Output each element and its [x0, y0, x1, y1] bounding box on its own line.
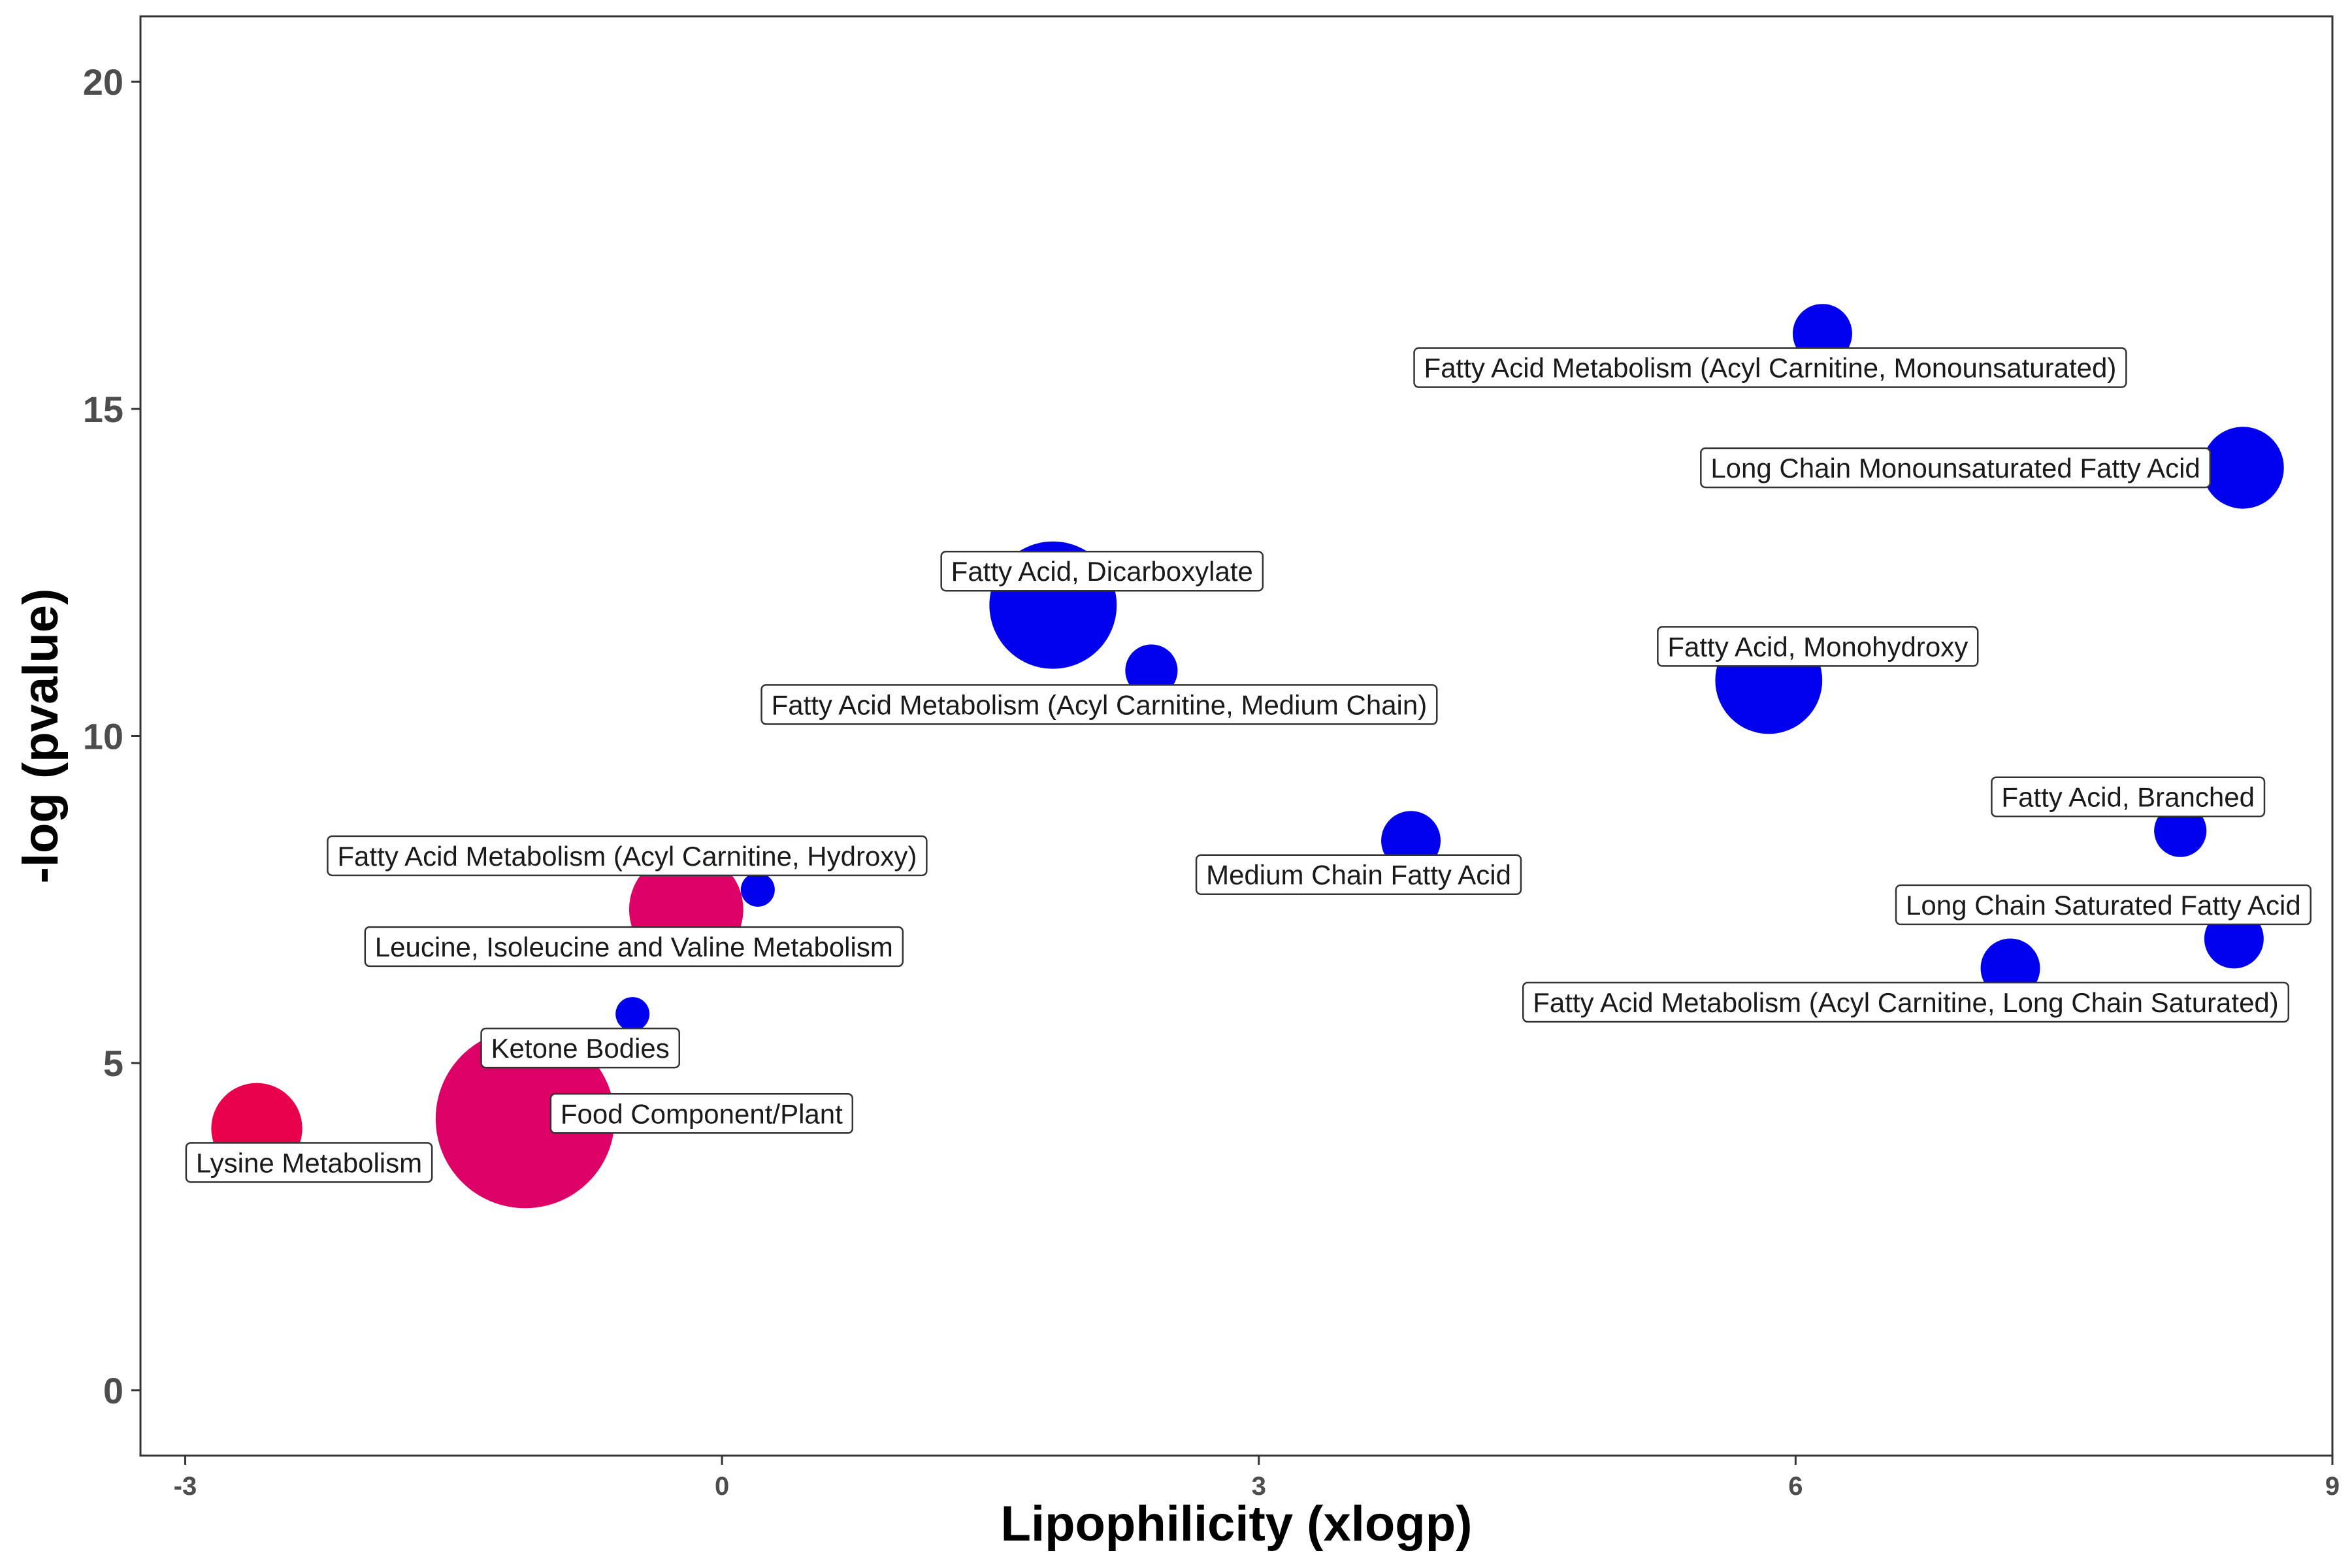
point-label-text: Leucine, Isoleucine and Valine Metabolis…: [375, 932, 893, 962]
label-box: [549, 1093, 854, 1134]
point-label: Fatty Acid, Branched: [1991, 776, 2266, 817]
point-label: Fatty Acid Metabolism (Acyl Carnitine, M…: [760, 684, 1438, 725]
label-box: [1522, 981, 2290, 1023]
y-tick-label: 20: [83, 61, 123, 103]
point-label-text: Long Chain Monounsaturated Fatty Acid: [1710, 453, 2200, 483]
y-axis: 0 5 10 15 20: [83, 61, 140, 1411]
point-label: Ketone Bodies: [480, 1027, 681, 1069]
x-tick-label: 0: [715, 1472, 729, 1501]
point-label-text: Fatty Acid, Dicarboxylate: [951, 556, 1253, 587]
point-label-text: Fatty Acid Metabolism (Acyl Carnitine, M…: [1424, 353, 2117, 384]
bubble-point: [740, 872, 775, 907]
y-tick-label: 10: [83, 716, 123, 757]
point-label: Fatty Acid Metabolism (Acyl Carnitine, M…: [1413, 347, 2127, 388]
label-box: [1413, 347, 2127, 388]
x-tick-label: -3: [174, 1472, 197, 1501]
label-box: [327, 835, 928, 877]
label-box: [940, 550, 1264, 592]
label-box: [1700, 447, 2212, 489]
point-label: Fatty Acid, Monohydroxy: [1657, 626, 1979, 667]
bubble-point: [2202, 427, 2284, 509]
label-box: [1895, 884, 2311, 926]
point-label: Long Chain Monounsaturated Fatty Acid: [1700, 447, 2212, 489]
point-label-text: Fatty Acid Metabolism (Acyl Carnitine, M…: [772, 689, 1428, 720]
point-label-text: Fatty Acid Metabolism (Acyl Carnitine, L…: [1533, 987, 2279, 1018]
point-label-text: Long Chain Saturated Fatty Acid: [1906, 890, 2301, 921]
y-tick-label: 15: [83, 389, 123, 430]
point-label: Fatty Acid, Dicarboxylate: [940, 550, 1264, 592]
x-axis-title: Lipophilicity (xlogp): [1001, 1496, 1473, 1552]
bubble-point: [1125, 644, 1178, 697]
label-box: [1991, 776, 2266, 817]
point-label-text: Lysine Metabolism: [196, 1147, 422, 1178]
point-label-text: Food Component/Plant: [561, 1098, 843, 1129]
label-box: [185, 1142, 433, 1183]
x-axis: -3 0 3 6 9: [174, 1456, 2340, 1501]
y-axis-title: -log (pvalue): [13, 589, 69, 884]
point-label-text: Ketone Bodies: [491, 1033, 670, 1064]
point-label-text: Fatty Acid Metabolism (Acyl Carnitine, H…: [337, 841, 917, 872]
point-label: Long Chain Saturated Fatty Acid: [1895, 884, 2311, 926]
point-label: Food Component/Plant: [549, 1093, 854, 1134]
point-label: Medium Chain Fatty Acid: [1195, 854, 1522, 895]
point-label: Leucine, Isoleucine and Valine Metabolis…: [364, 926, 904, 968]
point-label-text: Fatty Acid, Monohydroxy: [1667, 631, 1968, 662]
x-tick-label: 6: [1788, 1472, 1803, 1501]
label-box: [1195, 854, 1522, 895]
bubble-point: [435, 1029, 615, 1209]
label-box: [1657, 626, 1979, 667]
y-tick-label: 0: [103, 1370, 123, 1411]
x-tick-label: 3: [1252, 1472, 1266, 1501]
label-box: [364, 926, 904, 968]
y-tick-label: 5: [103, 1043, 123, 1084]
bubble-point: [615, 997, 650, 1032]
label-box: [760, 684, 1438, 725]
point-label: Fatty Acid Metabolism (Acyl Carnitine, L…: [1522, 981, 2290, 1023]
bubble-point: [2154, 804, 2207, 857]
x-tick-label: 9: [2325, 1472, 2340, 1501]
point-label: Fatty Acid Metabolism (Acyl Carnitine, H…: [327, 835, 928, 877]
point-labels: Fatty Acid Metabolism (Acyl Carnitine, M…: [185, 347, 2311, 1183]
label-box: [480, 1027, 681, 1069]
point-label-text: Fatty Acid, Branched: [2001, 782, 2255, 813]
point-label: Lysine Metabolism: [185, 1142, 433, 1183]
point-label-text: Medium Chain Fatty Acid: [1206, 860, 1511, 890]
